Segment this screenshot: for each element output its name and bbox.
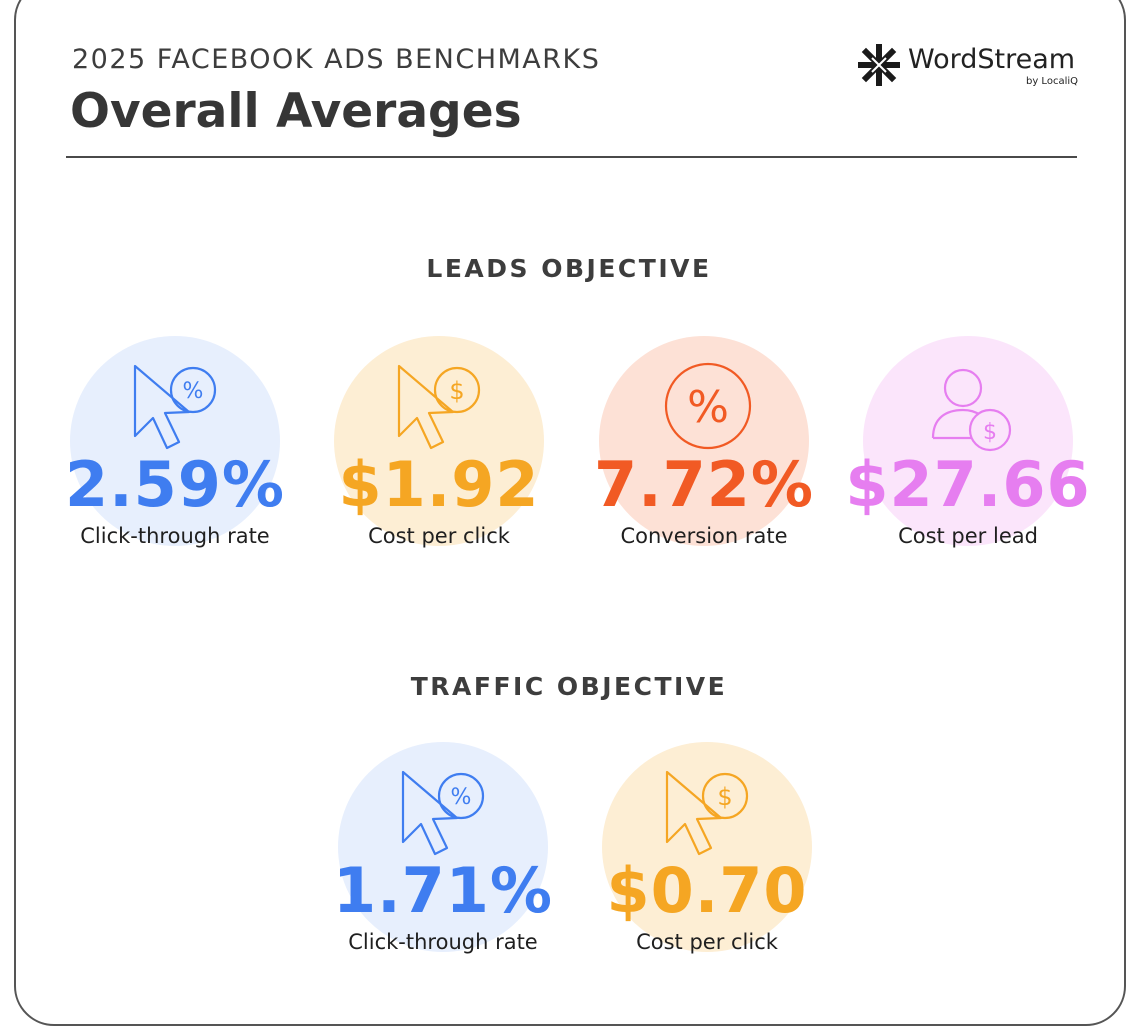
user-dollar-icon: $ xyxy=(931,368,1012,452)
metric-label: Click-through rate xyxy=(348,930,538,954)
metric-circle xyxy=(599,336,809,546)
leads-objective-title: LEADS OBJECTIVE xyxy=(426,254,712,283)
percent-circle-icon: % xyxy=(664,362,752,450)
logo-wordmark: WordStream xyxy=(908,44,1076,75)
traffic-objective-title: TRAFFIC OBJECTIVE xyxy=(410,672,728,701)
page-title: Overall Averages xyxy=(70,84,522,139)
metric-value: 7.72% xyxy=(593,448,815,521)
leads-cpc-metric: $ $1.92 Cost per click xyxy=(304,336,574,576)
metric-label: Cost per click xyxy=(636,930,778,954)
svg-text:$: $ xyxy=(449,377,464,405)
header-divider xyxy=(66,156,1077,158)
traffic-cpc-metric: $ $0.70 Cost per click xyxy=(572,742,842,982)
svg-text:$: $ xyxy=(983,420,997,445)
leads-conversion-metric: % 7.72% Conversion rate xyxy=(569,336,839,576)
metric-circle xyxy=(338,742,548,952)
svg-text:$: $ xyxy=(717,783,732,811)
metric-circle xyxy=(334,336,544,546)
wordstream-burst-icon xyxy=(858,44,900,86)
wordstream-logo: WordStream by LocaliQ xyxy=(856,40,1086,90)
metric-value: 1.71% xyxy=(332,854,554,927)
metric-value: $27.66 xyxy=(845,448,1091,521)
metric-value: $0.70 xyxy=(606,854,808,927)
svg-text:%: % xyxy=(183,379,204,404)
metric-circle xyxy=(70,336,280,546)
svg-text:%: % xyxy=(687,382,729,433)
leads-ctr-metric: % 2.59% Click-through rate xyxy=(40,336,310,576)
metric-value: 2.59% xyxy=(64,448,286,521)
cursor-percent-icon: % xyxy=(133,364,217,450)
metric-label: Click-through rate xyxy=(80,524,270,548)
metric-value: $1.92 xyxy=(338,448,540,521)
metric-circle xyxy=(602,742,812,952)
leads-cpl-metric: $ $27.66 Cost per lead xyxy=(833,336,1103,576)
metric-label: Cost per click xyxy=(368,524,510,548)
metric-label: Conversion rate xyxy=(620,524,788,548)
cursor-percent-icon: % xyxy=(401,770,485,856)
logo-byline: by LocaliQ xyxy=(1025,76,1078,87)
cursor-dollar-icon: $ xyxy=(665,770,749,856)
traffic-ctr-metric: % 1.71% Click-through rate xyxy=(308,742,578,982)
header-kicker: 2025 FACEBOOK ADS BENCHMARKS xyxy=(72,44,601,75)
cursor-dollar-icon: $ xyxy=(397,364,481,450)
metric-label: Cost per lead xyxy=(898,524,1038,548)
svg-text:%: % xyxy=(451,785,472,810)
